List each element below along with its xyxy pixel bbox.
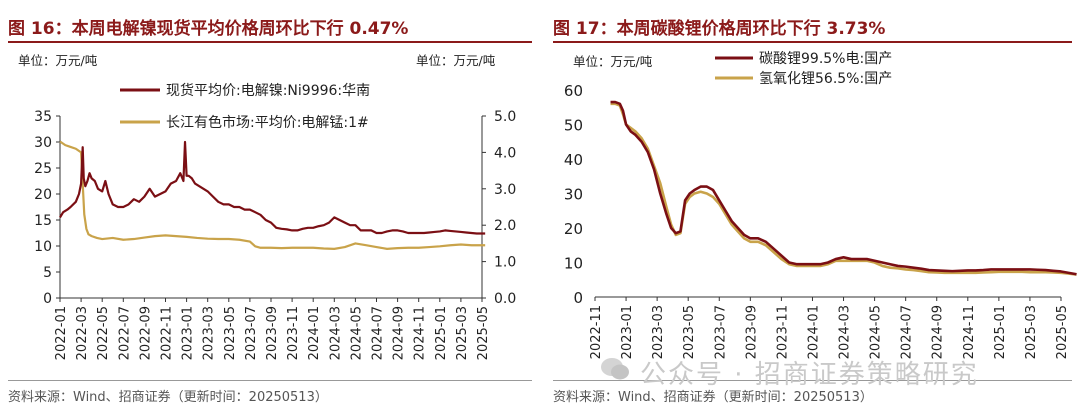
plot-area: 0 5 10 15 20 25 30 35 0.0 1.0 2.0 3.0 4.0 5.0 2022-01 2… [34,109,516,360]
x-tick-label: 2022-11 [160,306,175,360]
x-tick-label: 2022-01 [54,306,69,360]
source-note: 资料来源：Wind、招商证券（更新时间：20250513） [8,390,328,405]
x-tick-label: 2025-01 [993,305,1008,359]
chart-title: 图 17：本周碳酸锂价格周环比下行 3.73% [553,19,886,39]
lithium-chart-panel: 图 17：本周碳酸锂价格周环比下行 3.73% 单位：万元/吨 碳酸锂99.5%… [545,0,1080,410]
series-line-manganese [59,140,486,250]
legend-label-nickel: 现货平均价:电解镍:Ni9996:华南 [166,82,370,99]
chart-title: 图 16：本周电解镍现货平均价格周环比下行 0.47% [8,19,409,39]
watermark: 公众号 · 招商证券策略研究 [640,360,979,390]
title-rule [553,41,1072,43]
y-tick-label-left: 20 [34,187,52,203]
y-tick-label-right: 5.0 [494,109,516,125]
x-tick-label: 2022-03 [75,306,90,360]
series-line-nickel [59,140,486,235]
x-tick-label: 2024-09 [392,306,407,360]
series-line-hydroxide [610,102,1077,276]
unit-label: 单位：万元/吨 [573,54,653,69]
legend-label-manganese: 长江有色市场:平均价:电解锰:1# [166,114,369,131]
y-tick-label: 50 [564,117,583,135]
y-tick-label: 10 [564,255,583,273]
x-tick-label: 2024-07 [900,305,915,359]
y-tick-label-left: 35 [34,109,52,125]
x-tick-label: 2025-03 [1024,305,1039,359]
nickel-chart-svg: 单位：万元/吨 单位：万元/吨 现货平均价:电解镍:Ni9996:华南 长江有色… [18,53,516,360]
y-tick-label-left: 25 [34,161,52,177]
y-tick-label: 20 [564,220,583,238]
y-tick-label: 0 [573,289,583,307]
x-tick-label: 2025-03 [455,306,470,360]
x-tick-label: 2024-03 [328,306,343,360]
y-tick-label: 40 [564,151,583,169]
x-tick-label: 2022-09 [138,306,153,360]
y-tick-label-right: 4.0 [494,145,516,161]
wechat-icon [601,358,629,380]
x-tick-label: 2025-05 [1055,305,1070,359]
legend: 现货平均价:电解镍:Ni9996:华南 长江有色市场:平均价:电解锰:1# [120,82,370,131]
legend-label-carbonate: 碳酸锂99.5%电:国产 [759,51,892,67]
y-tick-label-right: 2.0 [494,218,516,234]
x-tick-label: 2024-11 [962,305,977,359]
y-tick-label: 30 [564,186,583,204]
y-tick-label-right: 0.0 [494,291,516,307]
source-rule [553,380,1072,381]
source-rule [8,380,532,381]
y-tick-label-right: 1.0 [494,255,516,271]
x-tick-label: 2025-01 [434,306,449,360]
y-tick-label-left: 10 [34,239,52,255]
lithium-chart-svg: 单位：万元/吨 碳酸锂99.5%电:国产 氢氧化锂56.5%:国产 0 10 20 3… [564,51,1077,359]
x-tick-label: 2024-01 [307,306,322,360]
x-tick-label: 2022-07 [117,306,132,360]
x-tick-label: 2024-05 [869,305,884,359]
title-rule [8,41,532,43]
x-tick-label: 2023-07 [713,305,728,359]
x-tick-label: 2023-09 [265,306,280,360]
x-tick-label: 2025-05 [476,306,491,360]
x-tick-label: 2024-11 [413,306,428,360]
y-tick-label-left: 30 [34,135,52,151]
x-tick-label: 2023-05 [682,305,697,359]
x-tick-label: 2023-01 [620,305,635,359]
left-unit-label: 单位：万元/吨 [18,53,98,68]
y-tick-label-left: 15 [34,213,52,229]
y-tick-label: 60 [564,82,583,100]
legend-label-hydroxide: 氢氧化锂56.5%:国产 [759,71,892,87]
x-tick-label: 2023-11 [775,305,790,359]
y-tick-label-right: 3.0 [494,182,516,198]
x-tick-label: 2023-03 [651,305,666,359]
x-tick-label: 2023-07 [244,306,259,360]
x-tick-label: 2023-11 [286,306,301,360]
x-tick-label: 2024-07 [371,306,386,360]
right-unit-label: 单位：万元/吨 [416,53,496,68]
x-tick-label: 2024-09 [931,305,946,359]
x-tick-label: 2023-03 [202,306,217,360]
x-tick-label: 2023-01 [181,306,196,360]
series-line-carbonate [610,100,1077,276]
legend: 碳酸锂99.5%电:国产 氢氧化锂56.5%:国产 [715,51,892,87]
x-tick-label: 2024-01 [806,305,821,359]
x-tick-label: 2024-03 [838,305,853,359]
y-tick-label-left: 0 [43,291,52,307]
nickel-chart-panel: 图 16：本周电解镍现货平均价格周环比下行 0.47% 单位：万元/吨 单位：万… [8,19,532,405]
y-tick-label-left: 5 [43,265,52,281]
plot-area: 0 10 20 30 40 50 60 2022-11 2023-01 2023-03 2023-0… [564,82,1077,359]
x-tick-label: 2023-09 [744,305,759,359]
source-note: 资料来源：Wind、招商证券（更新时间：20250513） [553,390,873,405]
x-tick-label: 2024-05 [349,306,364,360]
x-tick-label: 2022-05 [96,306,111,360]
x-tick-label: 2023-05 [223,306,238,360]
x-tick-label: 2022-11 [589,305,604,359]
